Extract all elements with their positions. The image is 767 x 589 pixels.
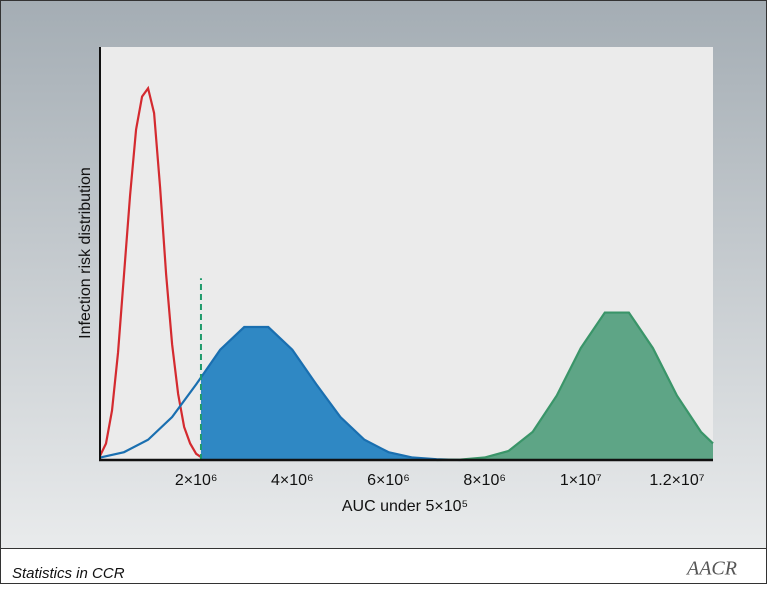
x-tick-label: 1.2×10⁷ <box>649 472 704 489</box>
footer-bar <box>0 548 767 584</box>
x-axis-label: AUC under 5×10⁵ <box>342 498 468 515</box>
line <box>436 311 714 462</box>
x-tick-label: 6×10⁶ <box>367 472 410 489</box>
area <box>436 312 713 460</box>
x-tick-label: 8×10⁶ <box>463 472 506 489</box>
line <box>99 325 461 462</box>
line <box>99 85 209 462</box>
area <box>200 327 461 460</box>
footer-text: Statistics in CCR <box>12 565 125 582</box>
x-tick-label: 1×10⁷ <box>560 472 602 489</box>
x-tick-label: 2×10⁶ <box>175 472 218 489</box>
y-axis-label: Infection risk distribution <box>77 167 94 339</box>
logo: AACR <box>685 558 737 580</box>
x-tick-label: 4×10⁶ <box>271 472 314 489</box>
